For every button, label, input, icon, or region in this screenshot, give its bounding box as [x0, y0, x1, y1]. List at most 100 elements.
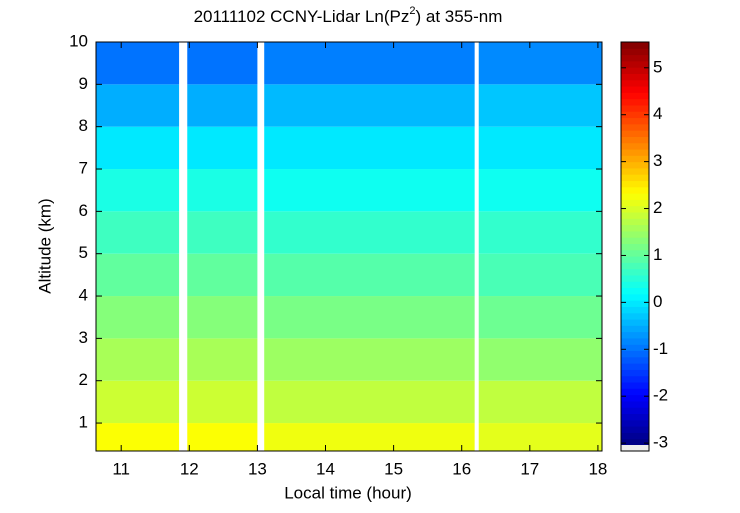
- colorbar-step: [621, 413, 649, 421]
- colorbar-step: [621, 104, 649, 112]
- heat-cell: [478, 423, 602, 451]
- colorbar-step: [621, 281, 649, 289]
- heat-cell: [478, 380, 602, 424]
- colorbar-tick-label: 2: [653, 198, 662, 217]
- colorbar-step: [621, 363, 649, 370]
- colorbar-tick-label: 0: [653, 292, 662, 311]
- colorbar-step: [621, 186, 649, 194]
- colorbar-step: [621, 193, 649, 200]
- heat-cell: [96, 253, 180, 297]
- y-tick-label: 10: [69, 31, 88, 50]
- colorbar-step: [621, 92, 649, 100]
- heat-cell: [264, 211, 475, 254]
- colorbar-step: [621, 382, 649, 389]
- colorbar-step: [621, 212, 649, 219]
- colorbar-step: [621, 42, 649, 49]
- heat-cell: [264, 380, 475, 424]
- heat-cell: [478, 296, 602, 339]
- colorbar-step: [621, 407, 649, 415]
- colorbar-step: [621, 73, 649, 81]
- heat-cell: [187, 338, 258, 381]
- colorbar-step: [621, 230, 649, 238]
- colorbar-step: [621, 67, 649, 74]
- y-tick-label: 4: [79, 286, 88, 305]
- heat-cell: [264, 169, 475, 212]
- heat-cell: [187, 42, 258, 85]
- plot-frame: [95, 41, 603, 452]
- colorbar-step: [621, 319, 649, 326]
- colorbar-step: [621, 155, 649, 163]
- heat-cell: [187, 211, 258, 254]
- colorbar-step: [621, 337, 649, 345]
- heat-cell: [478, 169, 602, 212]
- heat-cell: [187, 84, 258, 127]
- heat-cell: [96, 380, 180, 424]
- heat-cell: [264, 253, 475, 297]
- colorbar-step: [621, 161, 649, 169]
- heat-cell: [478, 338, 602, 381]
- colorbar-step: [621, 218, 649, 226]
- colorbar-step: [621, 130, 649, 137]
- colorbar-tick-label: 4: [653, 104, 662, 123]
- heat-cell: [187, 380, 258, 424]
- y-tick-label: 3: [79, 328, 88, 347]
- y-axis-label: Altitude (km): [35, 198, 54, 293]
- y-tick-label: 8: [79, 116, 88, 135]
- colorbar-tick-label: -1: [653, 339, 668, 358]
- colorbar-step: [621, 300, 649, 307]
- colorbar-step: [621, 243, 649, 251]
- colorbar-step: [621, 174, 649, 182]
- y-tick-label: 9: [79, 74, 88, 93]
- colorbar-step: [621, 426, 649, 433]
- heat-cell: [187, 169, 258, 212]
- heat-cell: [264, 296, 475, 339]
- heat-cell: [187, 253, 258, 297]
- colorbar-under: [621, 445, 649, 451]
- colorbar-step: [621, 293, 649, 301]
- colorbar-step: [621, 419, 649, 427]
- title-main: 20111102 CCNY-Lidar Ln(Pz: [194, 7, 410, 26]
- heat-cell: [478, 211, 602, 254]
- title-sup: 2: [409, 5, 415, 17]
- colorbar-step: [621, 256, 649, 263]
- colorbar-step: [621, 331, 649, 339]
- heat-cell: [96, 84, 180, 127]
- y-tick-label: 7: [79, 159, 88, 178]
- colorbar-tick-label: 5: [653, 57, 662, 76]
- heat-cell: [264, 126, 475, 170]
- colorbar-step: [621, 268, 649, 276]
- colorbar-step: [621, 394, 649, 402]
- heat-cell: [187, 423, 258, 451]
- colorbar-step: [621, 86, 649, 93]
- heat-cell: [96, 423, 180, 451]
- colorbar-step: [621, 117, 649, 125]
- y-tick-label: 1: [79, 413, 88, 432]
- colorbar-step: [621, 79, 649, 87]
- heat-cell: [264, 423, 475, 451]
- x-tick-label: 12: [180, 459, 199, 478]
- colorbar-step: [621, 237, 649, 244]
- colorbar-step: [621, 167, 649, 175]
- colorbar-step: [621, 111, 649, 119]
- colorbar-step: [621, 325, 649, 333]
- y-tick-label: 2: [79, 370, 88, 389]
- heat-cell: [264, 338, 475, 381]
- colorbar-step: [621, 142, 649, 150]
- colorbar-step: [621, 312, 649, 320]
- colorbar-step: [621, 98, 649, 106]
- heat-cell: [96, 42, 180, 85]
- x-tick-label: 18: [588, 459, 607, 478]
- colorbar-step: [621, 432, 649, 440]
- colorbar-tick-label: 1: [653, 245, 662, 264]
- colorbar-step: [621, 205, 649, 213]
- x-tick-label: 13: [248, 459, 267, 478]
- heat-cell: [478, 42, 602, 85]
- colorbar-step: [621, 306, 649, 314]
- colorbar-step: [621, 356, 649, 364]
- colorbar-step: [621, 60, 649, 68]
- colorbar-tick-label: -2: [653, 386, 668, 405]
- colorbar-step: [621, 249, 649, 257]
- colorbar-step: [621, 344, 649, 352]
- heat-cell: [96, 126, 180, 170]
